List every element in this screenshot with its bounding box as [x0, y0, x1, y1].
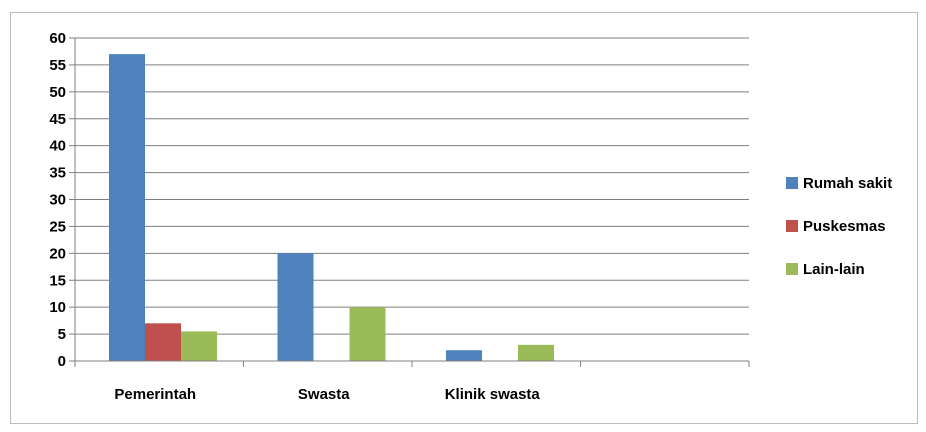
y-tick-label: 20	[49, 245, 66, 262]
bar-rumah-sakit	[277, 253, 314, 361]
y-tick-label: 45	[49, 111, 66, 128]
legend: Rumah sakit Puskesmas Lain-lain	[786, 175, 892, 278]
legend-label: Puskesmas	[803, 218, 886, 235]
gridlines	[75, 37, 749, 335]
y-tick-label: 5	[58, 326, 66, 343]
y-tick-label: 35	[49, 165, 66, 182]
y-tick-label: 55	[49, 57, 66, 74]
y-tick-label: 10	[49, 299, 66, 316]
x-category-label: Swasta	[298, 386, 350, 403]
bars	[109, 54, 554, 362]
legend-label: Rumah sakit	[803, 175, 892, 192]
x-category-label: Klinik swasta	[445, 386, 541, 403]
legend-label: Lain-lain	[803, 261, 865, 278]
y-tick-label: 15	[49, 272, 66, 289]
chart-frame: 0 5 10 15 20 25 30 35 40 45 50 55 60 Pemerintah Swasta…	[10, 12, 918, 424]
legend-swatch	[786, 220, 798, 232]
legend-swatch	[786, 177, 798, 189]
bar-lain-lain	[181, 331, 217, 361]
y-tick-label: 25	[49, 218, 66, 235]
y-tick-label: 0	[58, 353, 66, 370]
y-tick-label: 60	[49, 30, 66, 47]
bar-rumah-sakit	[109, 54, 145, 362]
x-category-label: Pemerintah	[114, 386, 196, 403]
bar-lain-lain	[518, 344, 554, 361]
bar-chart: 0 5 10 15 20 25 30 35 40 45 50 55 60 Pemerintah Swasta…	[49, 30, 892, 403]
y-tick-label: 40	[49, 138, 66, 155]
legend-swatch	[786, 263, 798, 275]
bar-rumah-sakit	[446, 350, 482, 361]
y-tick-label: 30	[49, 192, 66, 209]
bar-lain-lain	[349, 307, 386, 361]
axes: 0 5 10 15 20 25 30 35 40 45 50 55 60 Pemerintah Swasta…	[49, 30, 750, 403]
bar-puskesmas	[145, 323, 181, 361]
y-tick-label: 50	[49, 84, 66, 101]
